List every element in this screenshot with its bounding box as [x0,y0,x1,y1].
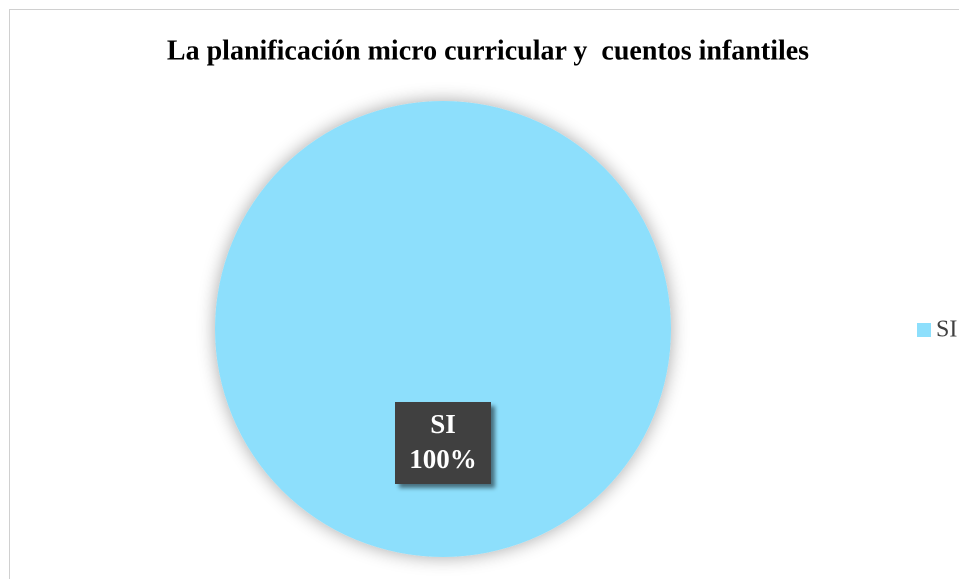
legend-swatch [917,323,931,337]
chart-title: La planificación micro curricular y cuen… [167,35,809,66]
data-label-box [395,402,491,484]
legend-label: SI [936,317,957,343]
data-label-value: 100% [409,444,477,474]
pie [215,101,671,557]
pie-slice [215,101,671,557]
data-label-category: SI [430,409,456,439]
